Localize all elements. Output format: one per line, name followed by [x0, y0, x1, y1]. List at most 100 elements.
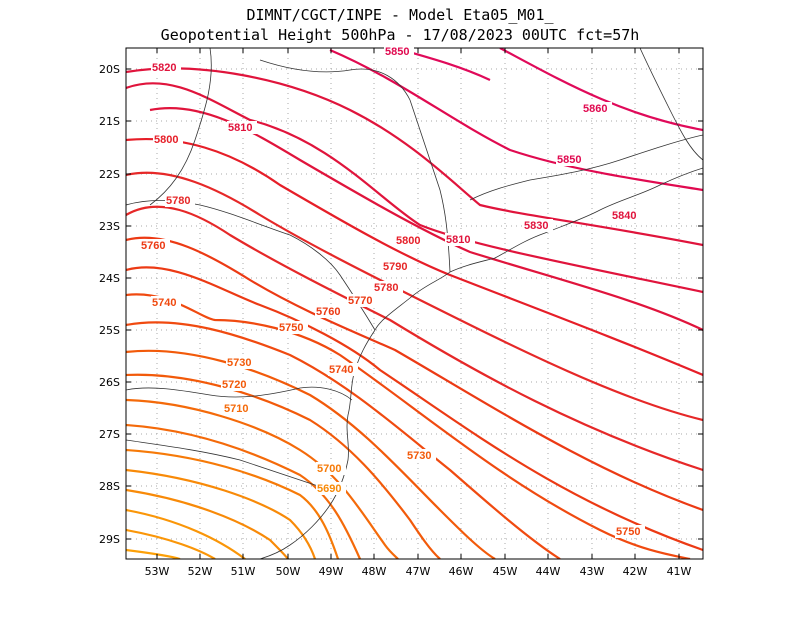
contour-label-bg: [395, 234, 425, 247]
contour-label: 5700: [317, 463, 341, 475]
contour-label: 5850: [557, 154, 581, 166]
contour-line: [126, 373, 441, 559]
contour-label-bg: [523, 219, 553, 232]
contour-label: 5820: [152, 62, 176, 74]
lon-tick-label: 51W: [231, 565, 256, 578]
contour-label-bg: [582, 102, 612, 115]
contour-label-bg: [153, 133, 183, 146]
lat-tick-label: 26S: [99, 376, 120, 389]
contour-line: [126, 508, 246, 559]
state-border: [126, 439, 331, 491]
lon-tick-label: 41W: [667, 565, 692, 578]
contour-label: 5760: [316, 306, 340, 318]
contour-label: 5690: [317, 483, 341, 495]
contour-line: [126, 138, 703, 377]
lat-tick-label: 21S: [99, 115, 120, 128]
contour-line: [126, 82, 703, 294]
contour-line: [499, 48, 703, 132]
contour-labels: 5850 5820 5860 5810 5800 5850 5780 5840 5830 5800…: [140, 45, 645, 538]
contour-label: 5800: [154, 134, 178, 146]
contour-line: [126, 266, 703, 552]
lon-tick-label: 42W: [623, 565, 648, 578]
contour-label: 5770: [348, 295, 372, 307]
contour-label: 5750: [616, 526, 640, 538]
lat-tick-label: 28S: [99, 480, 120, 493]
contour-label-bg: [140, 239, 170, 252]
contour-line: [126, 236, 703, 512]
contour-label: 5800: [396, 235, 420, 247]
contour-label-bg: [151, 296, 181, 309]
lon-tick-label: 50W: [276, 565, 301, 578]
contour-label-bg: [445, 233, 475, 246]
coastline-borders: [126, 48, 703, 559]
contour-label-bg: [406, 449, 436, 462]
contour-label: 5780: [166, 195, 190, 207]
contour-label: 5850: [385, 46, 409, 58]
contour-label: 5750: [279, 322, 303, 334]
contour-label-bg: [615, 525, 645, 538]
contour-label: 5740: [152, 297, 176, 309]
contour-label-bg: [316, 482, 346, 495]
lon-tick-label: 44W: [536, 565, 561, 578]
contour-label: 5760: [141, 240, 165, 252]
lat-tick-label: 27S: [99, 428, 120, 441]
contour-line: [126, 293, 691, 559]
contour-line: [126, 488, 289, 559]
lon-tick-label: 52W: [188, 565, 213, 578]
contour-label-bg: [226, 356, 256, 369]
contour-label-bg: [382, 260, 412, 273]
contour-label-bg: [227, 121, 257, 134]
contour-label-bg: [347, 294, 377, 307]
contour-label: 5810: [228, 122, 252, 134]
contour-label: 5840: [612, 210, 636, 222]
contour-label-bg: [384, 45, 414, 58]
contour-label-bg: [373, 281, 403, 294]
contour-label-bg: [278, 321, 308, 334]
lat-tick-label: 25S: [99, 324, 120, 337]
contour-label-bg: [223, 402, 253, 415]
lat-tick-label: 24S: [99, 272, 120, 285]
contour-label: 5780: [374, 282, 398, 294]
contour-line: [126, 349, 496, 559]
lat-tick-label: 22S: [99, 168, 120, 181]
state-border: [469, 134, 703, 201]
contour-label: 5860: [583, 103, 607, 115]
contour-label-bg: [151, 61, 181, 74]
contour-label: 5730: [227, 357, 251, 369]
state-border: [639, 48, 703, 161]
contour-line: [329, 48, 703, 192]
contour-label-bg: [328, 363, 358, 376]
lat-tick-label: 20S: [99, 63, 120, 76]
lat-tick-label: 29S: [99, 533, 120, 546]
lon-tick-label: 53W: [145, 565, 170, 578]
contour-label: 5740: [329, 364, 353, 376]
lat-tick-label: 23S: [99, 220, 120, 233]
contour-line: [126, 548, 181, 559]
contour-label-bg: [316, 462, 346, 475]
contour-label-bg: [315, 305, 345, 318]
contour-line: [126, 321, 561, 559]
state-border: [259, 59, 451, 273]
contour-line: [126, 67, 703, 247]
contour-line: [126, 171, 703, 422]
contour-label: 5790: [383, 261, 407, 273]
contour-line: [126, 423, 362, 559]
contour-label: 5730: [407, 450, 431, 462]
contour-label: 5720: [222, 379, 246, 391]
contour-label: 5810: [446, 234, 470, 246]
lon-tick-label: 45W: [493, 565, 518, 578]
lat-lon-grid: [126, 48, 703, 559]
contour-line: [126, 528, 216, 559]
contour-label-bg: [221, 378, 251, 391]
contour-line: [126, 448, 340, 559]
plot-frame: [125, 47, 704, 560]
state-border: [149, 48, 212, 206]
lon-tick-label: 47W: [406, 565, 431, 578]
lon-tick-label: 49W: [319, 565, 344, 578]
contour-line: [126, 468, 317, 559]
lon-tick-label: 46W: [449, 565, 474, 578]
state-border: [126, 386, 353, 401]
contour-label-bg: [165, 194, 195, 207]
lon-tick-label: 43W: [580, 565, 605, 578]
